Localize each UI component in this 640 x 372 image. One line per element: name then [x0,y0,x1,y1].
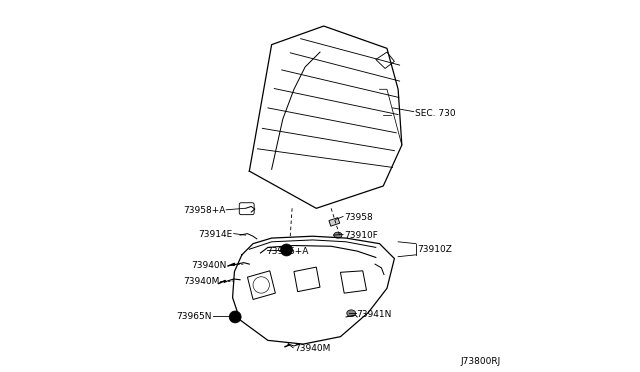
Circle shape [229,311,241,323]
Text: 73940M: 73940M [294,344,330,353]
Polygon shape [329,218,340,226]
Text: J73800RJ: J73800RJ [460,357,500,366]
Circle shape [280,244,292,256]
Text: 73965N: 73965N [177,312,212,321]
Text: 73941N: 73941N [356,310,392,319]
Text: 73958: 73958 [344,213,373,222]
Ellipse shape [334,232,342,238]
Text: 73914E: 73914E [198,230,232,239]
Text: 73940N: 73940N [191,262,227,270]
Ellipse shape [347,310,356,317]
Text: 73940M: 73940M [183,278,220,286]
Text: 73910Z: 73910Z [417,245,452,254]
Text: SEC. 730: SEC. 730 [415,109,456,118]
Text: 73910F: 73910F [344,231,378,240]
Text: 73996+A: 73996+A [266,247,308,256]
Text: 73958+A: 73958+A [183,206,225,215]
